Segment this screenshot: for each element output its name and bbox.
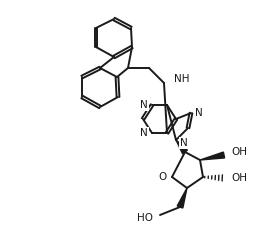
Text: OH: OH: [231, 173, 247, 183]
Polygon shape: [176, 140, 187, 154]
Text: N: N: [180, 138, 188, 148]
Text: OH: OH: [231, 147, 247, 157]
Text: HO: HO: [137, 213, 153, 223]
Polygon shape: [177, 188, 187, 208]
Text: O: O: [159, 172, 167, 182]
Polygon shape: [200, 152, 225, 160]
Text: N: N: [140, 100, 148, 110]
Text: N: N: [195, 108, 203, 118]
Text: N: N: [140, 128, 148, 138]
Text: NH: NH: [174, 74, 190, 84]
